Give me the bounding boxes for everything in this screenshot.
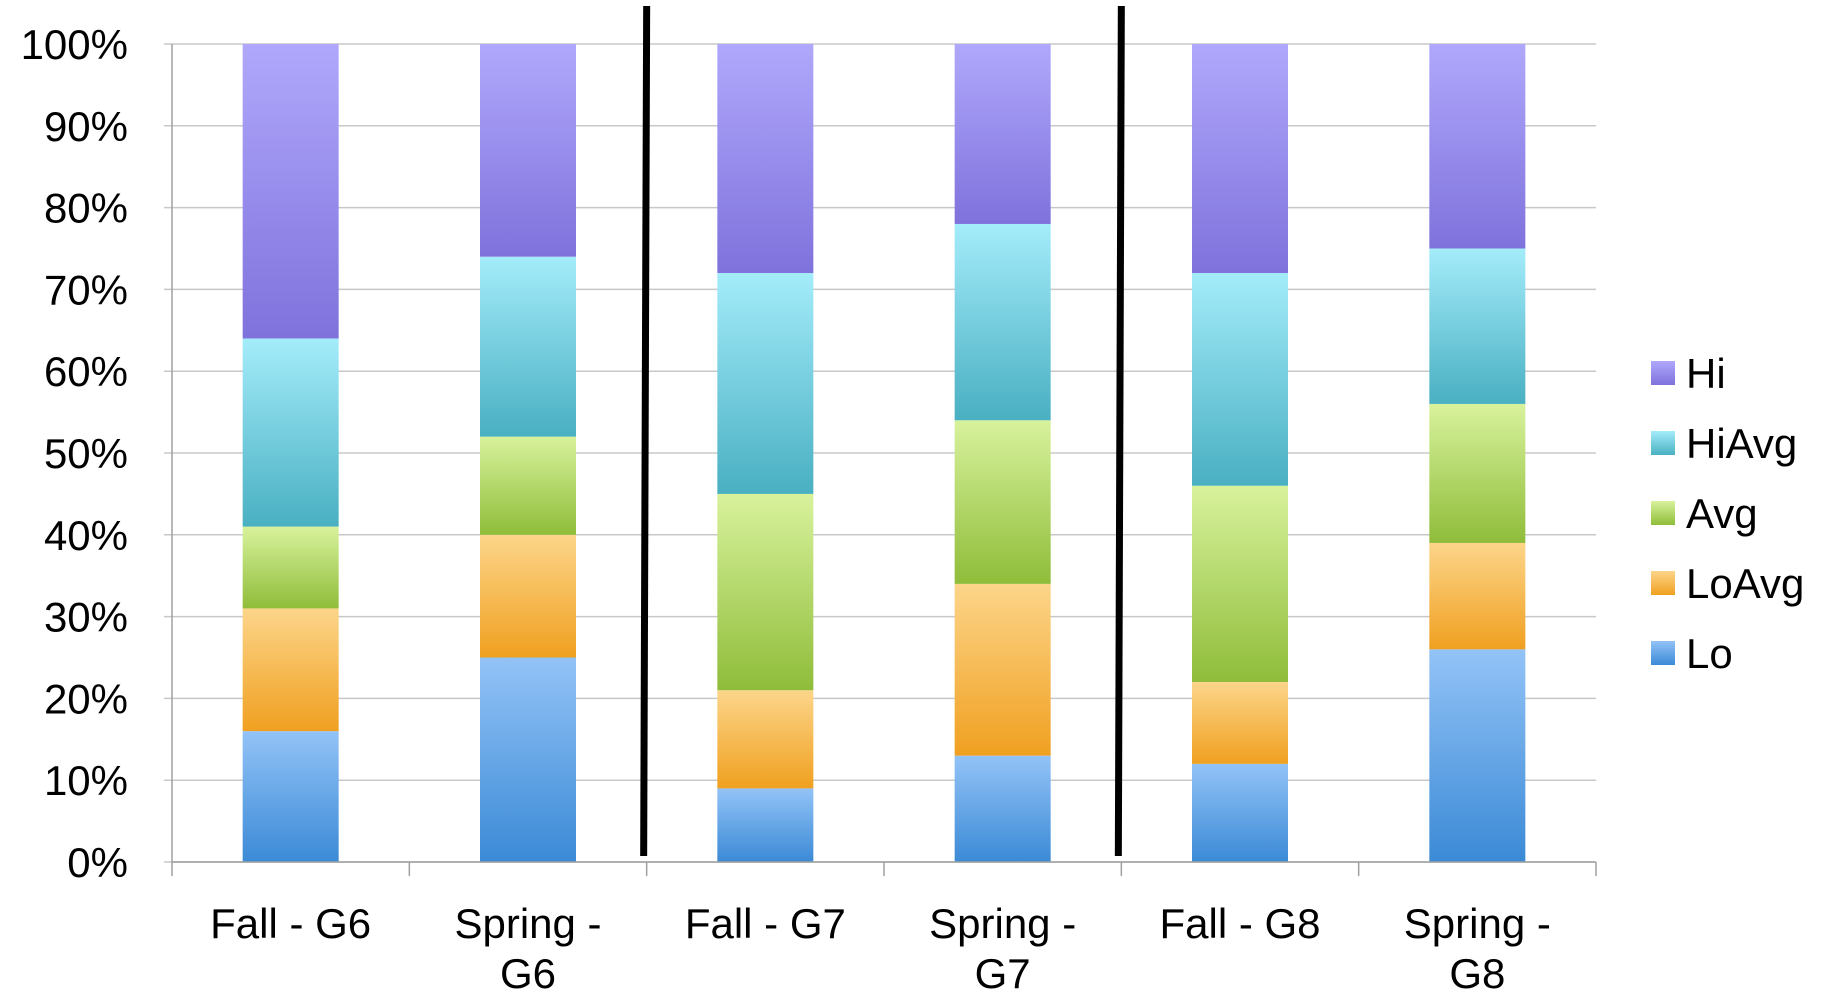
legend-label-avg: Avg (1686, 490, 1758, 537)
legend-label-loavg: LoAvg (1686, 560, 1804, 607)
legend-label-lo: Lo (1686, 630, 1733, 677)
y-tick-label: 20% (44, 675, 128, 722)
legend-label-hi: Hi (1686, 350, 1726, 397)
bar-segment-loavg (1429, 542, 1526, 650)
bar-segment-lo (1192, 763, 1288, 862)
bar-segment-loavg (480, 534, 576, 658)
bar-segment-avg (480, 436, 576, 535)
y-tick-label: 40% (44, 512, 128, 559)
legend-swatch-hi (1651, 361, 1675, 385)
legend-swatch-loavg (1651, 571, 1675, 595)
bar-segment-loavg (954, 583, 1051, 756)
bar-segment-lo (954, 755, 1051, 862)
x-category-label: Spring - (929, 900, 1076, 947)
y-tick-label: 60% (44, 348, 128, 395)
bar-segment-avg (717, 493, 814, 691)
group-separators (640, 5, 1125, 857)
bars (242, 44, 1526, 862)
bar-segment-hiavg (480, 256, 576, 437)
bar-segment-lo (717, 788, 814, 862)
bar-segment-avg (1192, 485, 1288, 683)
legend-swatch-hiavg (1651, 431, 1675, 455)
y-tick-label: 90% (44, 103, 128, 150)
bar-segment-avg (1429, 403, 1526, 543)
y-tick-label: 50% (44, 430, 128, 477)
bar-segment-avg (242, 526, 339, 609)
bar-segment-hi (1429, 44, 1526, 249)
x-category-label: Fall - G8 (1159, 900, 1320, 947)
y-axis-tick-labels: 0% 10% 20% 30% 40% 50% 60% 70% 80% 90% 100% (21, 21, 128, 886)
bar-segment-hiavg (242, 338, 339, 527)
bar-segment-hiavg (1429, 248, 1526, 404)
group-separator-line (640, 5, 651, 857)
x-category-label: Spring - (1404, 900, 1551, 947)
bar-segment-hi (242, 44, 339, 339)
legend: Hi HiAvg Avg LoAvg Lo (1651, 350, 1804, 677)
axes (171, 44, 1597, 876)
bar-segment-lo (480, 657, 576, 862)
bar-segment-hiavg (717, 273, 814, 494)
x-category-label: Spring - (454, 900, 601, 947)
x-category-label: Fall - G7 (685, 900, 846, 947)
y-tick-label: 80% (44, 185, 128, 232)
bar-segment-loavg (717, 690, 814, 789)
x-category-label: Fall - G6 (210, 900, 371, 947)
x-category-label: G8 (1449, 950, 1505, 992)
y-tick-label: 10% (44, 757, 128, 804)
y-tick-label: 30% (44, 594, 128, 641)
bar-segment-hi (717, 44, 814, 274)
bar-segment-loavg (1192, 682, 1288, 764)
bar-segment-hi (480, 44, 576, 257)
x-category-label: G7 (975, 950, 1031, 992)
group-separator-line (1114, 5, 1125, 857)
bar-segment-avg (954, 420, 1051, 584)
legend-label-hiavg: HiAvg (1686, 420, 1797, 467)
bar-segment-lo (1429, 649, 1526, 862)
legend-swatch-avg (1651, 501, 1675, 525)
y-tick-label: 0% (67, 839, 128, 886)
bar-segment-lo (242, 731, 339, 862)
legend-swatch-lo (1651, 641, 1675, 665)
gridlines (164, 43, 1596, 863)
y-tick-label: 100% (21, 21, 128, 68)
bar-segment-hi (1192, 44, 1288, 274)
y-tick-label: 70% (44, 266, 128, 313)
bar-segment-loavg (242, 608, 339, 732)
bar-segment-hiavg (1192, 273, 1288, 486)
bar-segment-hiavg (954, 223, 1051, 421)
bar-segment-hi (954, 44, 1051, 224)
x-category-label: G6 (500, 950, 556, 992)
